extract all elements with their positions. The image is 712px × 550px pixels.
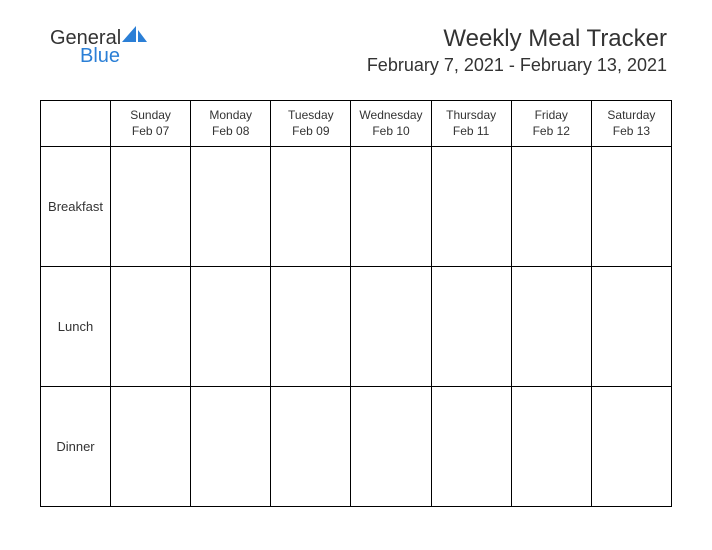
date-range: February 7, 2021 - February 13, 2021 [45,55,667,76]
day-name: Monday [191,108,270,124]
meal-cell[interactable] [191,147,271,267]
meal-table: Sunday Feb 07 Monday Feb 08 Tuesday Feb … [40,100,672,507]
day-name: Sunday [111,108,190,124]
col-header: Friday Feb 12 [511,101,591,147]
meal-cell[interactable] [591,267,671,387]
meal-cell[interactable] [351,267,431,387]
col-header: Thursday Feb 11 [431,101,511,147]
header: General Blue Weekly Meal Tracker Februar… [0,0,712,90]
logo: General Blue [50,28,121,66]
meal-cell[interactable] [431,387,511,507]
table-row: Dinner [41,387,672,507]
row-label: Lunch [41,267,111,387]
table-header-row: Sunday Feb 07 Monday Feb 08 Tuesday Feb … [41,101,672,147]
meal-cell[interactable] [431,267,511,387]
day-date: Feb 10 [351,124,430,140]
meal-cell[interactable] [511,387,591,507]
row-label: Dinner [41,387,111,507]
meal-cell[interactable] [191,267,271,387]
day-name: Tuesday [271,108,350,124]
col-header: Saturday Feb 13 [591,101,671,147]
meal-cell[interactable] [511,147,591,267]
table-row: Breakfast [41,147,672,267]
col-header: Monday Feb 08 [191,101,271,147]
meal-cell[interactable] [351,387,431,507]
logo-word-2: Blue [80,46,121,66]
col-header: Sunday Feb 07 [111,101,191,147]
day-date: Feb 08 [191,124,270,140]
meal-cell[interactable] [111,387,191,507]
table-row: Lunch [41,267,672,387]
col-header: Tuesday Feb 09 [271,101,351,147]
day-date: Feb 07 [111,124,190,140]
col-header: Wednesday Feb 10 [351,101,431,147]
day-date: Feb 09 [271,124,350,140]
meal-cell[interactable] [111,267,191,387]
day-date: Feb 13 [592,124,671,140]
meal-table-container: Sunday Feb 07 Monday Feb 08 Tuesday Feb … [0,90,712,537]
meal-cell[interactable] [191,387,271,507]
row-label: Breakfast [41,147,111,267]
meal-cell[interactable] [271,147,351,267]
meal-cell[interactable] [271,267,351,387]
sail-icon [122,26,148,44]
meal-cell[interactable] [431,147,511,267]
meal-cell[interactable] [591,147,671,267]
day-name: Saturday [592,108,671,124]
table-corner-cell [41,101,111,147]
meal-cell[interactable] [111,147,191,267]
day-name: Wednesday [351,108,430,124]
meal-cell[interactable] [351,147,431,267]
meal-cell[interactable] [511,267,591,387]
day-name: Thursday [432,108,511,124]
day-date: Feb 11 [432,124,511,140]
meal-cell[interactable] [591,387,671,507]
day-date: Feb 12 [512,124,591,140]
day-name: Friday [512,108,591,124]
meal-cell[interactable] [271,387,351,507]
